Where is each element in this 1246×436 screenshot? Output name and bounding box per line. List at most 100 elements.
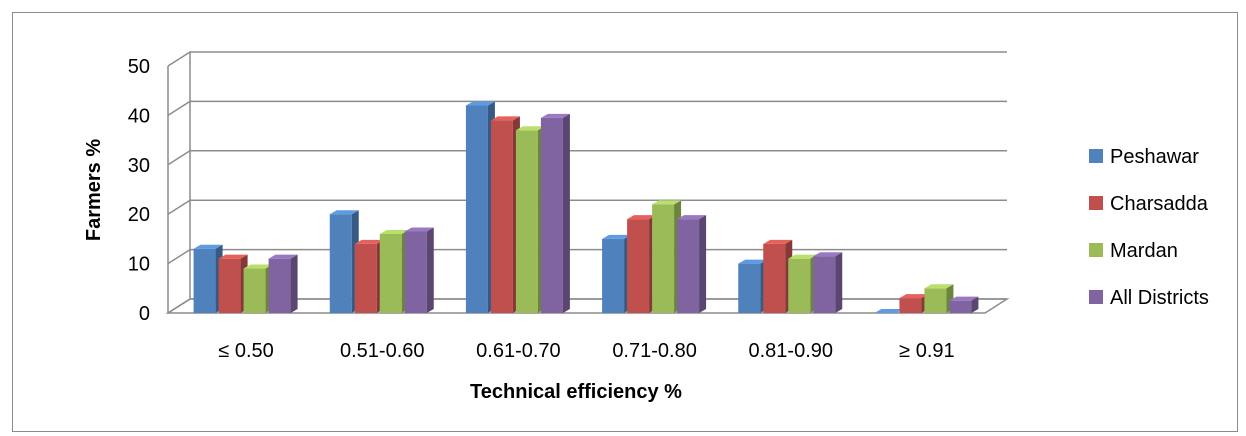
bar-top [924,284,954,289]
bar-front [763,243,786,313]
bar [924,284,954,313]
bar [354,239,384,313]
bar-side [699,215,707,313]
bar-front [515,130,538,313]
x-tick-label: 0.51-0.60 [340,340,425,362]
bar-top [490,116,520,121]
bar-side [835,252,843,313]
bar-front [627,219,650,313]
x-tick-label: ≤ 0.50 [218,340,273,362]
bar-top [379,229,409,234]
y-tick-label: 40 [128,105,150,127]
grid-line [167,199,1007,215]
legend-label: Peshawar [1110,146,1199,168]
bars [193,101,979,314]
legend-swatch [1089,243,1103,257]
grid-lines [167,51,1007,314]
bar-top [515,126,545,131]
y-tick-label: 10 [128,254,150,276]
chart-frame [12,12,1238,432]
bar-front [329,214,352,313]
bar-top [813,252,843,257]
bar-top [677,215,707,220]
bar [540,113,570,314]
bar-front [738,263,761,313]
bar-front [465,105,488,314]
legend: Peshawar Charsadda Mardan All Districts [1089,146,1209,309]
bar [243,264,273,313]
bar-top [218,254,248,259]
bar-front [924,288,947,313]
x-tick-label: ≥ 0.91 [899,340,954,362]
bar-top [329,210,359,215]
legend-swatch [1089,149,1103,163]
bar-top [465,101,495,106]
bar-top [540,113,570,118]
bar-top [193,244,223,249]
bar-front [193,248,216,313]
bar [602,234,632,313]
bar-top [602,234,632,239]
bar-front [243,268,266,313]
y-axis-title: Farmers % [83,139,105,241]
legend-swatch [1089,290,1103,304]
bar-front [677,219,700,313]
bar [268,254,298,313]
bar [738,259,768,313]
bar [874,309,904,313]
bar-top [738,259,768,264]
bar [465,101,495,314]
bar-side [971,296,979,313]
bar-top [949,296,979,301]
bar-front [490,120,513,313]
bar-top [788,254,818,259]
bar-top [763,239,793,244]
bar-top [874,309,904,313]
bar-front [949,300,972,313]
grid-line [167,248,1007,265]
grid-line [167,298,1007,314]
bar [788,254,818,313]
grid-line [167,150,1007,166]
bar-top [627,215,657,220]
bar-top [354,239,384,244]
x-tick-label: 0.81-0.90 [748,340,833,362]
legend-swatch [1089,196,1103,210]
x-axis-title: Technical efficiency % [470,381,682,403]
bar [218,254,248,313]
bar [379,229,409,313]
legend-label: Charsadda [1110,193,1209,215]
bar-top [652,200,682,205]
legend-label: All Districts [1110,287,1209,309]
bar-front [404,231,427,313]
y-tick-label: 0 [139,303,150,325]
bar [404,227,434,313]
bar [515,126,545,313]
bar [193,244,223,313]
bar [329,210,359,313]
bar [652,200,682,313]
bar-side [426,227,434,313]
y-tick-labels: 0 10 20 30 40 50 [128,56,150,325]
x-tick-labels: ≤ 0.50 0.51-0.60 0.61-0.70 0.71-0.80 0.81-0.… [218,340,954,362]
bar [677,215,707,313]
x-tick-label: 0.61-0.70 [476,340,561,362]
bar-front [218,258,241,313]
bar-top [404,227,434,232]
bar [949,296,979,313]
bar-front [813,256,836,313]
bar-side [290,254,298,313]
y-tick-label: 50 [128,56,150,78]
bar [490,116,520,313]
y-tick-label: 30 [128,155,150,177]
bar-front [652,204,675,313]
bar-top [243,264,273,269]
grid-line [167,51,1007,67]
bar-front [602,238,625,313]
bar [627,215,657,313]
bar-front [354,243,377,313]
bar [763,239,793,313]
bar-front [899,298,922,313]
bar-front [788,258,811,313]
bar-top [899,294,929,299]
